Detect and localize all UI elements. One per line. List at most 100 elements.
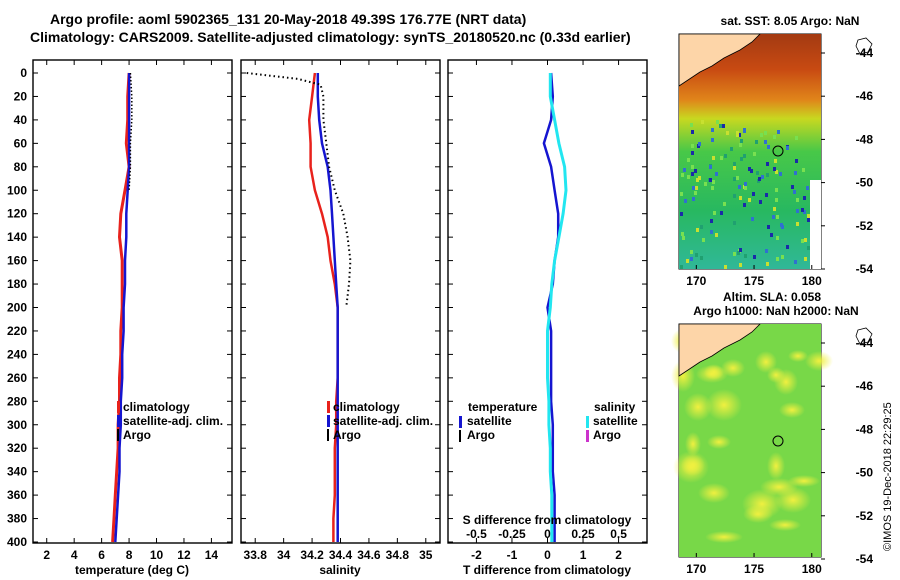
sst-pixel (692, 186, 695, 190)
legend-group-temperature: temperature (468, 400, 538, 414)
sst-pixel (702, 238, 705, 242)
map-lat-tick-label: -50 (856, 466, 874, 480)
sst-pixel (709, 165, 712, 169)
map-lon-tick-label: 175 (744, 562, 764, 576)
x-tick-label: 0 (544, 548, 551, 562)
sla-anomaly (767, 452, 785, 480)
map-lon-tick-label: 180 (802, 274, 822, 288)
sst-pixel (687, 158, 690, 162)
sst-pixel (683, 168, 686, 172)
temperature-legend: climatology satellite-adj. clim. Argo (117, 400, 223, 442)
sst-pixel (804, 257, 807, 261)
x-tick-label: 6 (98, 548, 105, 562)
sst-pixel (743, 154, 746, 158)
x-tick-label: 34.8 (386, 548, 410, 562)
legend-swatch-climatology (327, 401, 330, 413)
sst-pixel (776, 215, 779, 219)
legend-label-climatology: climatology (123, 400, 190, 414)
x-tick-label: 14 (205, 548, 219, 562)
sla-anomaly (767, 367, 785, 383)
sst-pixel (713, 211, 716, 215)
depth-tick-label: 360 (7, 488, 27, 502)
depth-tick-label: 180 (7, 277, 27, 291)
sst-pixel (733, 194, 736, 198)
sst-pixel (733, 166, 736, 170)
map-lat-tick-label: -44 (856, 336, 874, 350)
legend-swatch-salinity-argo (586, 430, 589, 442)
legend-label-satellite-adj: satellite-adj. clim. (333, 414, 433, 428)
sst-pixel (766, 262, 769, 266)
temperature-satellite-line (114, 73, 131, 543)
sst-pixel (730, 147, 733, 151)
sst-pixel (772, 215, 775, 219)
sst-pixel (709, 178, 712, 182)
sst-pixel (750, 169, 753, 173)
sst-pixel (720, 156, 723, 160)
depth-tick-label: 60 (14, 136, 28, 150)
depth-tick-label: 120 (7, 207, 27, 221)
depth-tick-label: 340 (7, 465, 27, 479)
sst-pixel (781, 255, 784, 259)
sla-profile-marker (772, 435, 784, 447)
sst-pixel (744, 182, 747, 186)
sla-anomaly (685, 432, 701, 456)
sst-pixel (682, 236, 685, 240)
s-difference-satellite-line (546, 73, 568, 542)
sst-pixel (691, 165, 694, 169)
sst-coastline (678, 33, 761, 87)
s-difference-tick-label: 0 (544, 527, 551, 541)
sst-pixel (795, 159, 798, 163)
imos-credit: ©IMOS 19-Dec-2018 22:29:25 (882, 402, 894, 551)
sst-pixel (701, 120, 704, 124)
depth-tick-label: 80 (14, 160, 28, 174)
sst-pixel (759, 200, 762, 204)
sst-pixel (691, 144, 694, 148)
sst-pixel (777, 130, 780, 134)
sst-pixel (739, 263, 742, 267)
sla-anomaly (721, 359, 745, 377)
sst-pixel (687, 175, 690, 179)
legend-label-argo: Argo (333, 428, 361, 442)
sst-pixel (690, 123, 693, 127)
s-difference-tick-label: 0.5 (610, 527, 627, 541)
legend-swatch-argo (327, 429, 329, 441)
sst-pixel (775, 170, 778, 174)
sst-pixel (773, 207, 776, 211)
sst-pixel (715, 172, 718, 176)
sst-pixel (711, 186, 714, 190)
salinity-satellite-line (316, 73, 339, 542)
depth-tick-label: 280 (7, 394, 27, 408)
sst-pixel (752, 192, 755, 196)
legend-swatch-climatology (117, 401, 120, 413)
map-lat-tick-label: -46 (856, 379, 874, 393)
sst-pixel (716, 120, 719, 124)
sst-pixel (794, 171, 797, 175)
map-lon-tick-label: 170 (686, 274, 706, 288)
sst-pixel (691, 172, 694, 176)
sst-pixel (724, 154, 727, 158)
difference-legend: temperature satellite Argo salinity sate… (459, 400, 638, 442)
sst-pixel (726, 131, 729, 135)
map-lat-tick-label: -50 (856, 176, 874, 190)
sst-pixel (795, 136, 798, 140)
sla-anomaly (684, 393, 712, 421)
sst-pixel (694, 169, 697, 173)
depth-tick-label: 0 (20, 66, 27, 80)
sst-pixel (758, 177, 761, 181)
sst-pixel (692, 197, 695, 201)
sst-pixel (744, 186, 747, 190)
sst-pixel (691, 151, 694, 155)
sst-pixel (760, 133, 763, 137)
sst-pixel (700, 225, 703, 229)
t-difference-axis-label: T difference from climatology (463, 563, 631, 577)
sst-pixel (712, 180, 715, 184)
s-difference-axis-label: S difference from climatology (463, 513, 632, 527)
sst-pixel (766, 162, 769, 166)
x-tick-label: -1 (507, 548, 518, 562)
s-difference-tick-label: -0.5 (466, 527, 487, 541)
legend-label-climatology: climatology (333, 400, 400, 414)
x-tick-label: 8 (126, 548, 133, 562)
sst-pixel (695, 253, 698, 257)
sst-pixel (733, 177, 736, 181)
